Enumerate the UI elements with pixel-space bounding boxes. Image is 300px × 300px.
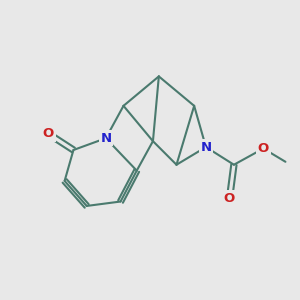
Text: O: O bbox=[224, 192, 235, 205]
Text: O: O bbox=[258, 142, 269, 155]
Text: N: N bbox=[100, 132, 111, 145]
Text: O: O bbox=[43, 127, 54, 140]
Text: N: N bbox=[200, 141, 211, 154]
